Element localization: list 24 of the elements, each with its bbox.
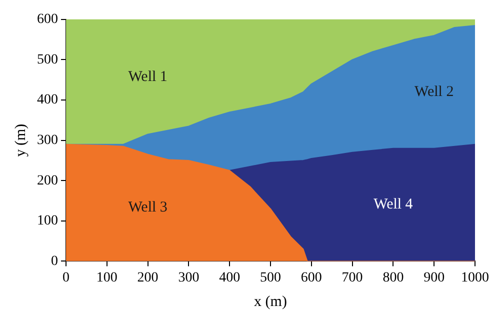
x-axis-title: x (m): [254, 294, 287, 310]
x-tick-label: 300: [178, 270, 200, 286]
x-tick-label: 500: [260, 270, 281, 286]
y-tick-label: 100: [37, 214, 58, 229]
series-label: Well 3: [128, 200, 168, 216]
y-tick-label: 0: [51, 254, 58, 269]
x-tick-label: 700: [342, 270, 363, 286]
x-tick-label: 1000: [461, 270, 489, 286]
y-tick-label: 400: [37, 92, 58, 108]
x-tick-label: 200: [137, 270, 158, 286]
y-tick-label: 300: [37, 132, 58, 148]
x-tick-label: 800: [382, 270, 404, 286]
x-tick-label: 0: [62, 270, 70, 286]
x-tick-label: 100: [96, 270, 118, 286]
x-tick-label: 400: [219, 270, 240, 286]
x-tick-label: 900: [424, 270, 445, 286]
series-label: Well 4: [374, 196, 414, 213]
series-label: Well 1: [128, 68, 168, 85]
series-label: Well 2: [414, 84, 454, 100]
x-tick-label: 600: [300, 270, 322, 286]
y-axis-title: y (m): [12, 124, 29, 157]
y-tick-label: 200: [37, 173, 58, 188]
y-tick-label: 600: [37, 12, 58, 28]
y-tick-label: 500: [37, 52, 58, 68]
